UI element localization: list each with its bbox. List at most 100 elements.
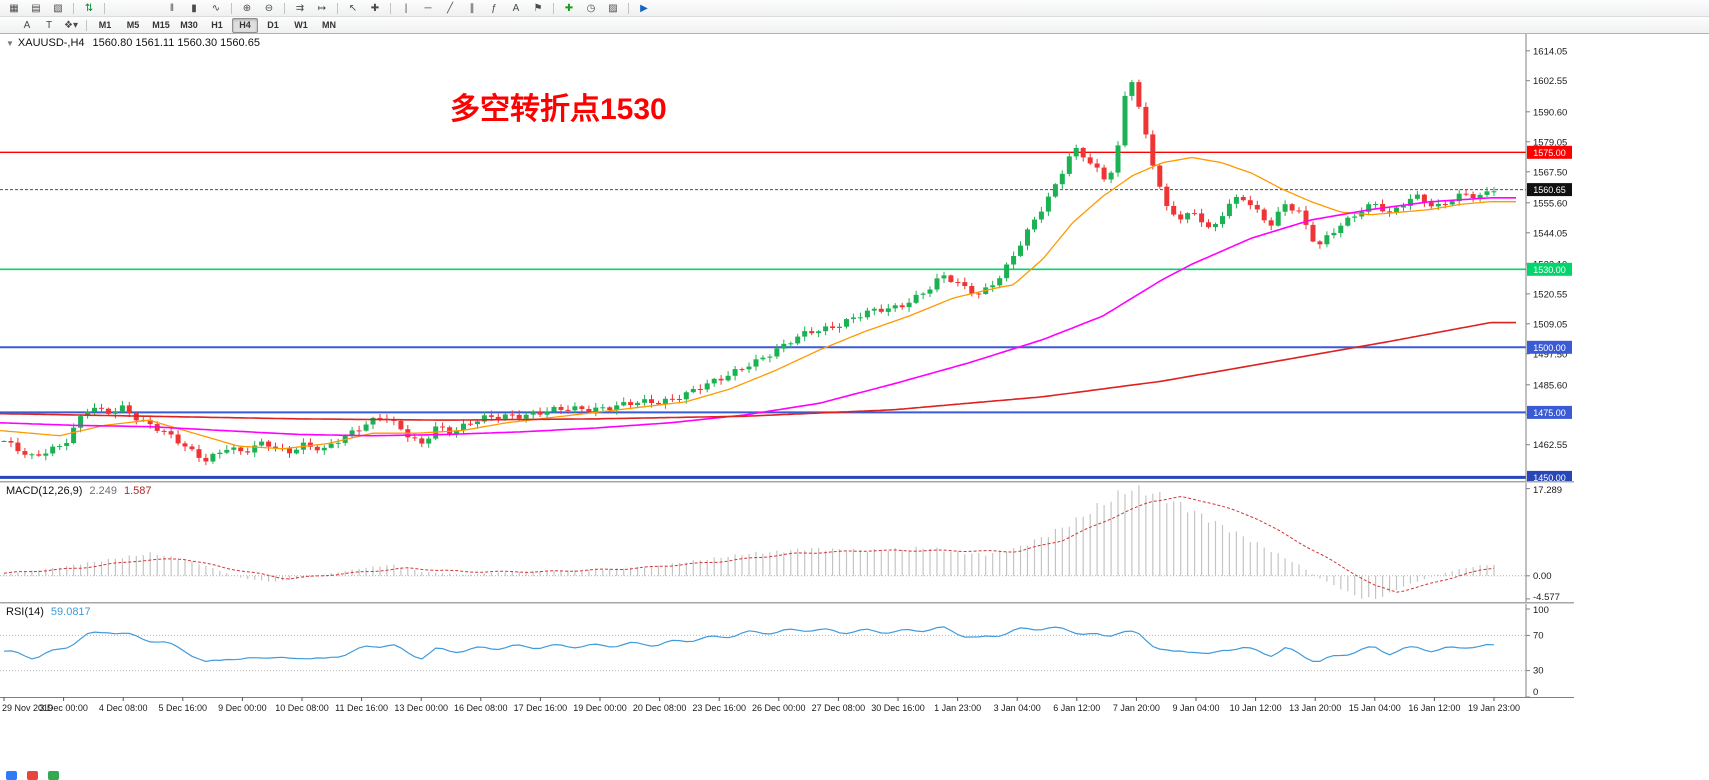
font-tool[interactable]: A <box>23 19 31 31</box>
price-tick-label: 1602.55 <box>1533 76 1567 87</box>
price-scale-label-1575[interactable]: 1575.00 <box>1527 145 1572 159</box>
time-label: 27 Dec 08:00 <box>812 703 866 713</box>
price-tick-label: 1462.55 <box>1533 440 1567 451</box>
indicators-icon[interactable]: ✚ <box>564 2 574 14</box>
rsi-canvas[interactable]: 100 70 30 0 <box>0 604 1574 697</box>
text-label-icon[interactable]: A <box>512 2 520 14</box>
autotrading-icon[interactable]: ▶ <box>640 2 648 14</box>
toolbar-separator <box>628 2 629 14</box>
timeframe-w1[interactable]: W1 <box>294 20 308 30</box>
shapes-tool[interactable]: ❖▾ <box>64 19 78 31</box>
chart-shift-icon[interactable]: ↦ <box>317 2 327 14</box>
cursor-icon[interactable]: ↖ <box>348 2 358 14</box>
zoom-in-icon[interactable]: ⊕ <box>242 2 252 14</box>
macd-canvas[interactable]: 17.289 0.00 -4.577 <box>0 483 1574 602</box>
arrows-icon[interactable]: ⚑ <box>533 2 543 14</box>
price-scale-label-1475[interactable]: 1475.00 <box>1527 405 1572 419</box>
time-label: 19 Jan 23:00 <box>1468 703 1520 713</box>
toolbar-separator <box>73 2 74 14</box>
time-label: 10 Jan 12:00 <box>1230 703 1282 713</box>
time-label: 11 Dec 16:00 <box>335 703 388 713</box>
chart-window[interactable]: 1614.05 1602.55 1590.60 1579.05 1567.50 1555.… <box>0 34 1574 481</box>
macd-panel[interactable]: 17.289 0.00 -4.577 MACD(12,26,9) 2.249 1.587 <box>0 483 1574 602</box>
horizontal-level-lines[interactable] <box>0 151 1526 479</box>
time-label: 16 Jan 12:00 <box>1408 703 1460 713</box>
taskbar-icon-3[interactable] <box>48 771 59 780</box>
periods-icon[interactable]: ◷ <box>586 2 596 14</box>
panel-separator-macd[interactable] <box>0 481 1574 483</box>
time-label: 9 Jan 04:00 <box>1172 703 1219 713</box>
timeframe-m5[interactable]: M5 <box>126 20 140 30</box>
timeframe-m15[interactable]: M15 <box>152 20 170 30</box>
price-tick-label: 1567.50 <box>1533 167 1567 178</box>
timeframe-mn[interactable]: MN <box>322 20 336 30</box>
price-tick-label: 1509.05 <box>1533 319 1567 330</box>
chart-templates-icon[interactable]: ▧ <box>53 2 63 14</box>
trendline-icon[interactable]: ╱ <box>446 2 454 14</box>
price-tick-label: 1590.60 <box>1533 107 1567 118</box>
moving-average-ma_mid <box>0 197 1516 437</box>
auto-scroll-icon[interactable]: ⇉ <box>295 2 305 14</box>
time-label: 19 Dec 00:00 <box>573 703 627 713</box>
text-tool[interactable]: T <box>45 19 53 31</box>
rsi-value: 59.0817 <box>50 606 91 618</box>
new-order-icon[interactable]: ⇅ <box>84 2 94 14</box>
panel-separator-rsi[interactable] <box>0 602 1574 604</box>
zoom-out-icon[interactable]: ⊖ <box>264 2 274 14</box>
horizontal-line-icon[interactable]: ─ <box>424 2 432 14</box>
time-axis[interactable]: 29 Nov 2019 3 Dec 00:00 4 Dec 08:00 5 Dec 1… <box>0 697 1574 717</box>
rsi-label-row: RSI(14) 59.0817 <box>6 606 98 618</box>
chart-annotation-text: 多空转折点1530 <box>450 93 667 126</box>
macd-tick-label: -4.577 <box>1533 592 1560 602</box>
macd-label-row: MACD(12,26,9) 2.249 1.587 <box>6 485 158 497</box>
toolbar-timeframes: A T ❖▾ M1 M5 M15 M30 H1 H4 D1 W1 MN <box>0 17 1709 34</box>
timeframe-m30[interactable]: M30 <box>180 20 198 30</box>
time-label: 9 Dec 00:00 <box>218 703 267 713</box>
new-chart-icon[interactable]: ▦ <box>9 2 19 14</box>
collapse-arrow-icon[interactable]: ▼ <box>6 39 14 48</box>
chart-profiles-icon[interactable]: ▤ <box>31 2 41 14</box>
price-tick-label: 1520.55 <box>1533 289 1567 300</box>
svg-text:1500.00: 1500.00 <box>1533 343 1566 353</box>
price-scale-label-1530[interactable]: 1530.00 <box>1527 262 1572 276</box>
svg-text:1475.00: 1475.00 <box>1533 408 1566 418</box>
taskbar-icon-2[interactable] <box>27 771 38 780</box>
time-label: 15 Jan 04:00 <box>1349 703 1401 713</box>
moving-average-ma_slow <box>0 321 1516 421</box>
timeframe-d1[interactable]: D1 <box>267 20 279 30</box>
crosshair-icon[interactable]: ✚ <box>370 2 380 14</box>
fibonacci-icon[interactable]: ƒ <box>491 2 497 14</box>
price-tick-label: 1579.05 <box>1533 137 1567 148</box>
time-label: 6 Jan 12:00 <box>1053 703 1100 713</box>
templates-icon[interactable]: ▨ <box>608 2 618 14</box>
toolbar-separator <box>284 2 285 14</box>
price-scale-label-1450[interactable]: 1450.00 <box>1527 470 1572 481</box>
rsi-panel[interactable]: 100 70 30 0 RSI(14) 59.0817 <box>0 604 1574 697</box>
macd-value-main: 2.249 <box>89 485 117 497</box>
bid-price-scale-label[interactable]: 1560.65 <box>1527 183 1572 197</box>
macd-tick-label: 0.00 <box>1533 571 1552 582</box>
timeframe-h4[interactable]: H4 <box>232 17 258 33</box>
equidistant-channel-icon[interactable]: ∥ <box>469 2 475 14</box>
candlestick-chart-icon[interactable]: ▮ <box>191 2 197 14</box>
price-scale-label-1500[interactable]: 1500.00 <box>1527 340 1572 354</box>
vertical-line-icon[interactable]: | <box>404 2 408 14</box>
time-label: 4 Dec 08:00 <box>99 703 148 713</box>
toolbar-separator <box>104 2 105 14</box>
price-tick-label: 1614.05 <box>1533 46 1567 57</box>
svg-text:1575.00: 1575.00 <box>1533 148 1566 158</box>
rsi-tick-label: 30 <box>1533 666 1544 677</box>
price-chart-canvas[interactable]: 1614.05 1602.55 1590.60 1579.05 1567.50 1555.… <box>0 34 1574 481</box>
svg-text:1560.65: 1560.65 <box>1533 185 1566 195</box>
timeframe-m1[interactable]: M1 <box>98 20 112 30</box>
timeframe-h1[interactable]: H1 <box>211 20 223 30</box>
toolbar-separator <box>86 19 87 31</box>
bar-chart-icon[interactable]: ‖ <box>169 2 175 14</box>
rsi-name: RSI(14) <box>6 606 44 618</box>
taskbar-icon-1[interactable] <box>6 771 17 780</box>
rsi-tick-label: 0 <box>1533 687 1538 697</box>
line-chart-icon[interactable]: ∿ <box>211 2 221 14</box>
time-label: 1 Jan 23:00 <box>934 703 981 713</box>
candles-series <box>1 79 1497 466</box>
